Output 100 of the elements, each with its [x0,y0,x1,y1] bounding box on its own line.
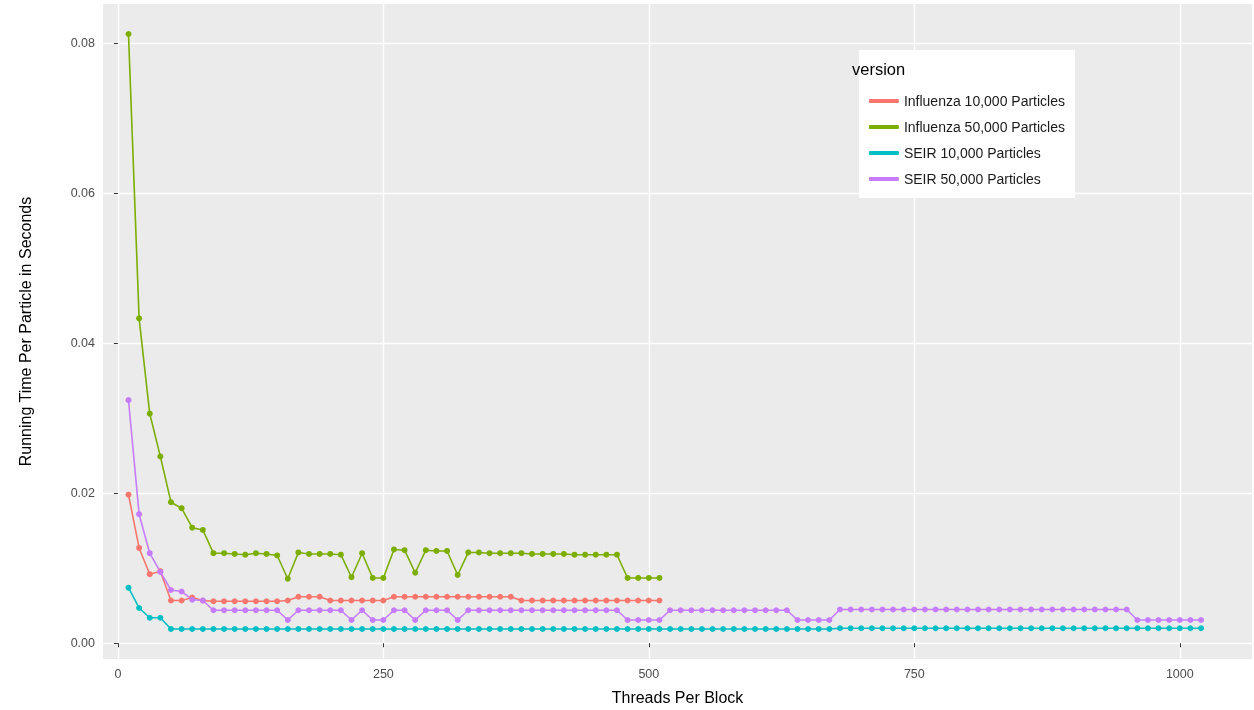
point [603,551,610,558]
point [475,593,482,600]
point [231,550,238,557]
point [518,597,525,604]
point [401,593,408,600]
point [316,550,323,557]
point [348,574,355,581]
point [539,550,546,557]
point [486,593,493,600]
point [359,597,366,604]
legend-label: SEIR 50,000 Particles [903,171,1041,187]
point [189,524,196,531]
point [263,598,270,605]
point [348,597,355,604]
point [210,550,217,557]
y-tick-label: 0.00 [70,636,96,651]
point [613,551,620,558]
point [582,597,589,604]
point [316,593,323,600]
point [337,551,344,558]
point [486,550,493,557]
point [592,551,599,558]
point [136,544,143,551]
point [560,597,567,604]
y-tick-label: 0.02 [70,486,96,501]
point [624,597,631,604]
point [635,597,642,604]
point [412,593,419,600]
point [178,505,185,512]
point [550,597,557,604]
point [295,549,302,556]
point [125,31,132,38]
point [539,597,546,604]
point [645,574,652,581]
legend-label: Influenza 10,000 Particles [903,93,1066,109]
point [274,552,281,559]
point [284,575,291,582]
point [454,593,461,600]
point [306,593,313,600]
point [167,597,174,604]
point [507,593,514,600]
point [274,598,281,605]
point [454,571,461,578]
y-tick-label: 0.08 [70,36,96,51]
point [645,597,652,604]
point [284,597,291,604]
point [571,597,578,604]
point [327,597,334,604]
point [529,550,536,557]
point [582,551,589,558]
point [656,597,663,604]
point [465,593,472,600]
point [178,597,185,604]
point [252,550,259,557]
point [337,597,344,604]
point [497,593,504,600]
point [369,574,376,581]
x-tick-label: 750 [903,666,925,681]
point [210,598,217,605]
point [390,593,397,600]
point [390,546,397,553]
point [167,499,174,506]
legend-label: SEIR 10,000 Particles [903,145,1041,161]
x-tick-label: 0 [114,666,122,681]
x-tick-label: 500 [638,666,660,681]
y-axis-title: Running Time Per Particle in Seconds [16,196,34,467]
point [263,550,270,557]
y-tick-label: 0.06 [70,186,96,201]
point [327,550,334,557]
point [422,547,429,554]
point [475,549,482,556]
point [624,574,631,581]
point [433,547,440,554]
point [444,593,451,600]
legend-title: version [852,59,906,78]
point [221,598,228,605]
x-axis-title: Threads Per Block [611,688,745,706]
point [433,593,440,600]
point [412,569,419,576]
point [497,550,504,557]
legend-label: Influenza 50,000 Particles [903,119,1066,135]
point [401,547,408,554]
point [422,593,429,600]
point [199,526,206,533]
y-tick-label: 0.04 [70,336,96,351]
point [518,550,525,557]
point [295,593,302,600]
point [560,550,567,557]
point [242,551,249,558]
point [507,550,514,557]
point [529,597,536,604]
point [136,315,143,322]
point [252,598,259,605]
point [146,571,153,578]
x-tick-label: 1000 [1165,666,1194,681]
point [157,453,164,460]
point [242,598,249,605]
x-tick-label: 250 [372,666,394,681]
point [444,547,451,554]
point [613,597,620,604]
